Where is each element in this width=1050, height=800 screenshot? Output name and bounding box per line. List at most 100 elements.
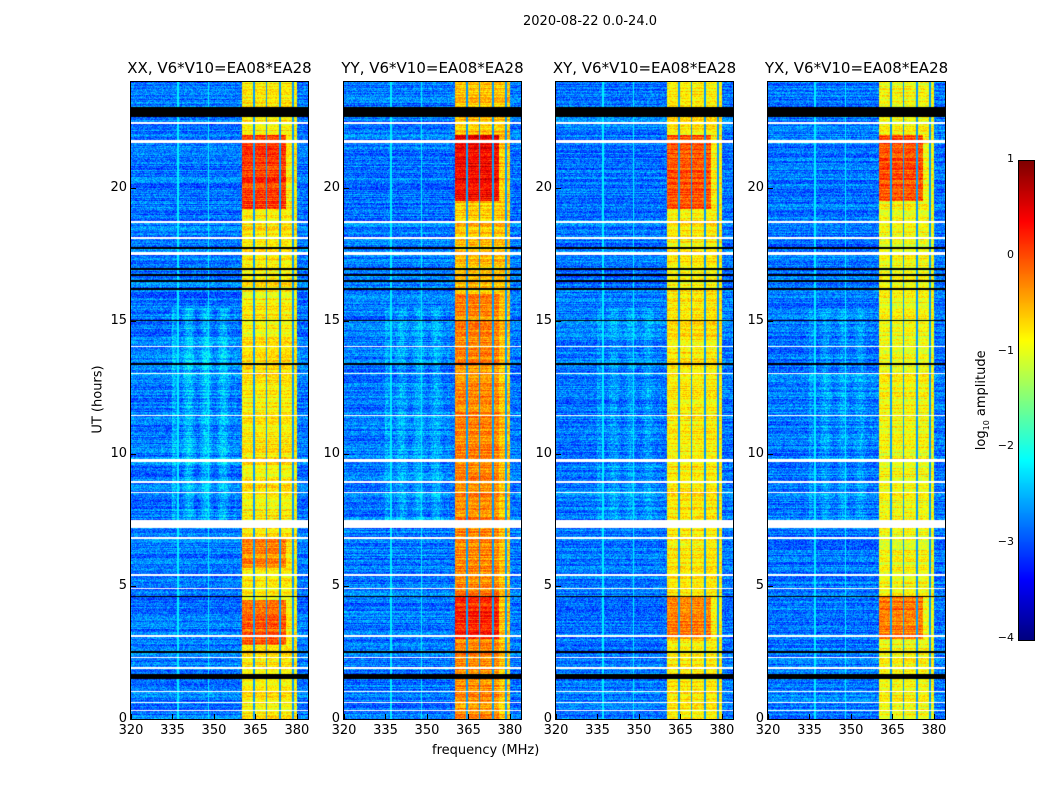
panel-title: XX, V6*V10=EA08*EA28 <box>127 59 312 77</box>
y-tick-label: 0 <box>118 711 127 726</box>
colorbar-tick-label: 0 <box>1007 247 1014 261</box>
x-tick-mark <box>172 714 174 719</box>
y-tick-mark <box>556 320 561 322</box>
x-tick-mark <box>597 714 599 719</box>
x-tick-label: 350 <box>201 723 227 738</box>
x-tick-label: 335 <box>373 723 398 738</box>
x-tick-label: 335 <box>797 723 822 738</box>
y-tick-mark <box>768 453 773 455</box>
x-tick-label: 380 <box>497 723 523 738</box>
x-tick-mark <box>296 714 298 719</box>
x-tick-mark <box>344 714 345 719</box>
colorbar-tick-label: 1 <box>1007 152 1014 165</box>
y-tick-mark <box>556 719 561 720</box>
x-tick-mark <box>255 714 257 719</box>
figure-title: 2020-08-22 0.0-24.0 <box>523 14 657 29</box>
x-tick-label: 365 <box>456 723 481 738</box>
panel-title: YX, V6*V10=EA08*EA28 <box>764 59 949 77</box>
y-tick-label: 20 <box>535 180 552 196</box>
x-tick-label: 350 <box>626 723 652 738</box>
y-tick-mark <box>344 453 349 455</box>
y-tick-label: 20 <box>110 180 127 196</box>
y-tick-mark <box>344 188 349 190</box>
x-tick-label: 320 <box>755 723 781 738</box>
y-tick-mark <box>131 453 136 455</box>
y-tick-label: 5 <box>755 578 764 594</box>
y-tick-label: 0 <box>755 711 764 726</box>
panel-title: XY, V6*V10=EA08*EA28 <box>552 59 737 77</box>
x-tick-mark <box>509 714 511 719</box>
x-tick-mark <box>680 714 682 719</box>
y-tick-label: 10 <box>535 445 552 461</box>
y-tick-mark <box>768 188 773 190</box>
x-tick-label: 365 <box>668 723 693 738</box>
x-tick-mark <box>809 714 811 719</box>
y-tick-label: 10 <box>747 445 764 461</box>
x-axis-label: frequency (MHz) <box>432 743 540 758</box>
y-tick-mark <box>768 320 773 322</box>
x-tick-label: 320 <box>118 723 144 738</box>
x-tick-mark <box>213 714 215 719</box>
x-tick-mark <box>385 714 387 719</box>
x-tick-label: 335 <box>585 723 610 738</box>
heatmap-image <box>768 82 945 719</box>
y-tick-label: 0 <box>331 711 340 726</box>
y-axis-label: UT (hours) <box>90 365 106 434</box>
x-tick-label: 350 <box>838 723 864 738</box>
y-tick-label: 15 <box>110 312 127 328</box>
x-tick-mark <box>131 714 132 719</box>
y-tick-label: 5 <box>543 578 552 594</box>
y-tick-mark <box>768 586 773 588</box>
colorbar-label-rest: amplitude <box>974 350 990 421</box>
heatmap-panel <box>767 81 946 720</box>
heatmap-image <box>344 82 521 719</box>
y-tick-label: 5 <box>331 578 340 594</box>
y-tick-mark <box>556 453 561 455</box>
y-tick-mark <box>768 719 773 720</box>
x-tick-mark <box>768 714 769 719</box>
x-tick-label: 380 <box>284 723 310 738</box>
x-tick-label: 380 <box>709 723 735 738</box>
heatmap-image <box>131 82 308 719</box>
x-tick-label: 350 <box>414 723 440 738</box>
x-tick-mark <box>468 714 470 719</box>
x-tick-mark <box>892 714 894 719</box>
heatmap-panel <box>555 81 734 720</box>
y-tick-label: 10 <box>110 445 127 461</box>
y-tick-label: 20 <box>323 180 340 196</box>
y-tick-label: 10 <box>323 445 340 461</box>
panel-title: YY, V6*V10=EA08*EA28 <box>341 59 524 77</box>
y-tick-mark <box>131 586 136 588</box>
y-tick-label: 20 <box>747 180 764 196</box>
x-tick-label: 335 <box>160 723 185 738</box>
x-tick-mark <box>933 714 935 719</box>
colorbar-label-sub: 10 <box>981 420 991 431</box>
y-tick-label: 15 <box>747 312 764 328</box>
colorbar-tick-label: −2 <box>997 439 1014 453</box>
x-tick-label: 365 <box>243 723 268 738</box>
y-tick-label: 0 <box>543 711 552 726</box>
y-tick-mark <box>131 719 136 720</box>
x-tick-mark <box>850 714 852 719</box>
x-tick-mark <box>556 714 557 719</box>
y-tick-mark <box>344 586 349 588</box>
colorbar-tick-label: −1 <box>997 343 1014 357</box>
y-tick-mark <box>344 719 349 720</box>
y-tick-label: 15 <box>535 312 552 328</box>
y-tick-mark <box>131 320 136 322</box>
x-tick-mark <box>426 714 428 719</box>
x-tick-mark <box>638 714 640 719</box>
heatmap-panel <box>343 81 522 720</box>
x-tick-mark <box>721 714 723 719</box>
y-tick-mark <box>344 320 349 322</box>
y-tick-mark <box>556 586 561 588</box>
y-tick-label: 5 <box>118 578 127 594</box>
y-tick-mark <box>131 188 136 190</box>
colorbar-gradient <box>1019 161 1034 640</box>
y-tick-mark <box>556 188 561 190</box>
x-tick-label: 320 <box>543 723 569 738</box>
heatmap-image <box>556 82 733 719</box>
heatmap-panel <box>130 81 309 720</box>
colorbar <box>1018 160 1035 641</box>
